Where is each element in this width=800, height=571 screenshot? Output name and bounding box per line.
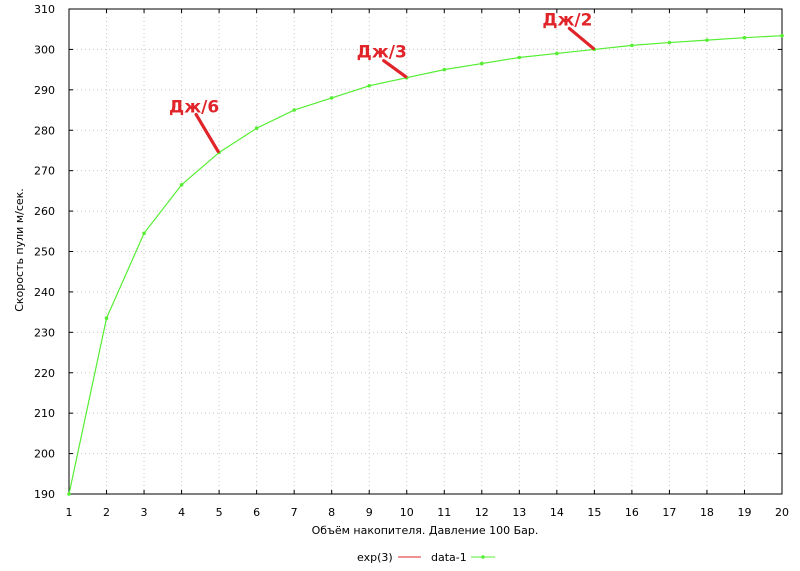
data-point <box>555 51 559 56</box>
annotation-label: Дж/3 <box>357 43 407 63</box>
legend-label-exp3: exp(3) <box>357 551 393 564</box>
x-tick-label: 9 <box>366 506 373 519</box>
data-point <box>705 38 709 42</box>
x-tick-label: 10 <box>400 506 414 519</box>
annotation-label: Дж/2 <box>542 10 592 30</box>
y-tick-label: 260 <box>34 205 55 218</box>
x-tick-label: 7 <box>291 506 298 519</box>
x-tick-label: 11 <box>437 506 451 519</box>
data-point <box>479 61 484 66</box>
data-point <box>367 83 372 88</box>
y-tick-label: 290 <box>34 84 55 97</box>
y-tick-label: 220 <box>34 367 55 380</box>
data-point <box>254 126 259 131</box>
data-point <box>292 108 296 112</box>
x-tick-label: 15 <box>587 506 601 519</box>
x-tick-label: 6 <box>253 506 260 519</box>
data-point <box>517 55 522 60</box>
y-tick-label: 210 <box>34 407 55 420</box>
data-point <box>780 33 784 38</box>
y-axis-label: Скорость пули м/сек. <box>13 188 26 312</box>
axes <box>68 8 783 495</box>
x-tick-label: 8 <box>328 506 335 519</box>
y-tick-label: 280 <box>34 124 55 137</box>
data-point <box>630 43 634 48</box>
legend-marker-data-1 <box>481 555 485 559</box>
y-tick-label: 240 <box>34 286 55 299</box>
y-tick-label: 230 <box>34 326 55 339</box>
x-tick-label: 20 <box>775 506 789 519</box>
y-tick-label: 270 <box>34 165 55 178</box>
data-point <box>104 316 109 320</box>
legend-label-data-1: data-1 <box>431 551 467 564</box>
data-point <box>329 96 334 100</box>
annotation-label: Дж/6 <box>169 97 219 117</box>
x-tick-label: 16 <box>625 506 639 519</box>
x-tick-label: 19 <box>737 506 751 519</box>
y-tick-label: 300 <box>34 43 55 56</box>
annotation-pointer <box>194 112 220 154</box>
data-point <box>179 183 184 187</box>
x-tick-label: 17 <box>662 506 676 519</box>
y-tick-label: 190 <box>34 488 55 501</box>
annotation-pointer <box>382 59 408 79</box>
x-tick-label: 3 <box>141 506 148 519</box>
x-axis-label: Объём накопителя. Давление 100 Бар. <box>312 524 539 537</box>
series-group <box>67 33 784 496</box>
legend: exp(3) data-1 <box>357 551 495 564</box>
x-tick-label: 5 <box>216 506 223 519</box>
series-line-1 <box>68 35 783 495</box>
y-tick-label: 200 <box>34 448 55 461</box>
x-tick-label: 13 <box>512 506 526 519</box>
x-tick-label: 1 <box>66 506 73 519</box>
annotation-pointer <box>567 26 595 51</box>
x-tick-label: 18 <box>700 506 714 519</box>
data-point <box>442 67 447 72</box>
annotations: Дж/6 Дж/3 Дж/2 <box>169 10 595 154</box>
tick-labels: 1 2 3 4 5 6 7 8 9 10 11 12 13 14 15 16 17 18 19 20190200210… <box>34 3 789 519</box>
x-tick-label: 2 <box>103 506 110 519</box>
y-tick-label: 250 <box>34 246 55 259</box>
data-point <box>67 492 71 496</box>
x-tick-label: 14 <box>550 506 564 519</box>
x-tick-label: 12 <box>475 506 489 519</box>
grid <box>69 9 782 494</box>
data-point <box>742 35 747 40</box>
data-point <box>667 40 672 45</box>
y-tick-label: 310 <box>34 3 55 16</box>
data-point <box>142 231 146 236</box>
x-tick-label: 4 <box>178 506 185 519</box>
